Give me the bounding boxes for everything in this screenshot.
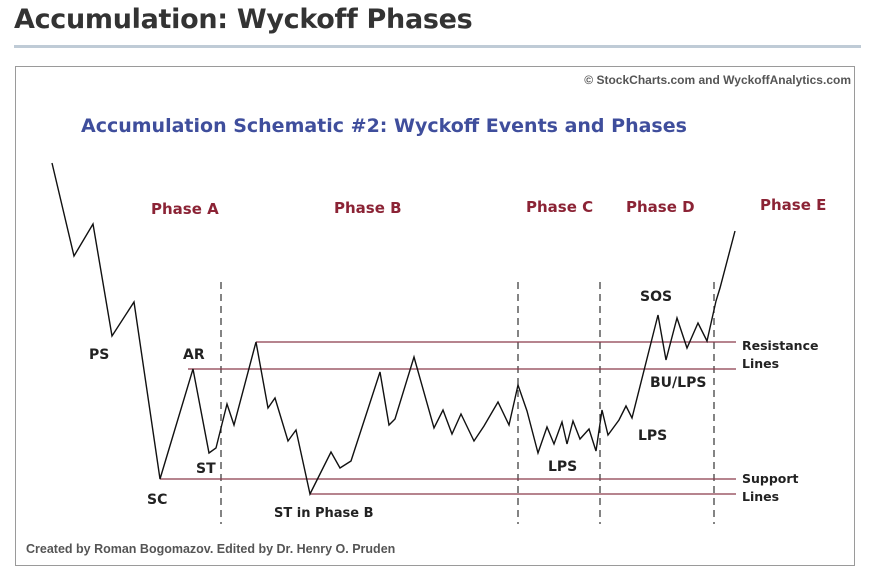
credit-text: Created by Roman Bogomazov. Edited by Dr… [26,542,395,556]
resistance-label-line2: Lines [742,356,779,371]
page-heading: Accumulation: Wyckoff Phases [14,4,473,35]
phase-dividers [220,282,715,524]
event-label-lps-phase-d: LPS [638,428,667,444]
event-label-sc: SC [147,492,167,508]
support-lines [160,478,736,495]
copyright-text: © StockCharts.com and WyckoffAnalytics.c… [584,73,851,87]
event-label-st-in-phase-b: ST in Phase B [274,506,374,521]
price-path [51,162,736,497]
figure-frame [15,66,855,566]
phase-label-d: Phase D [626,198,695,216]
event-label-ps: PS [89,347,109,363]
phase-label-b: Phase B [334,199,402,217]
schematic-title: Accumulation Schematic #2: Wyckoff Event… [81,115,687,137]
event-label-sos: SOS [640,289,672,305]
resistance-label-line1: Resistance [742,338,818,353]
resistance-lines [188,341,736,370]
phase-label-a: Phase A [151,200,219,218]
phase-label-c: Phase C [526,198,593,216]
event-label-lps-phase-c: LPS [548,459,577,475]
support-label-line1: Support [742,471,799,486]
support-label-line2: Lines [742,489,779,504]
event-label-st: ST [196,461,216,477]
event-label-ar: AR [183,347,205,363]
heading-divider [14,45,861,48]
event-label-bu-lps: BU/LPS [650,375,706,391]
phase-label-e: Phase E [760,196,826,214]
